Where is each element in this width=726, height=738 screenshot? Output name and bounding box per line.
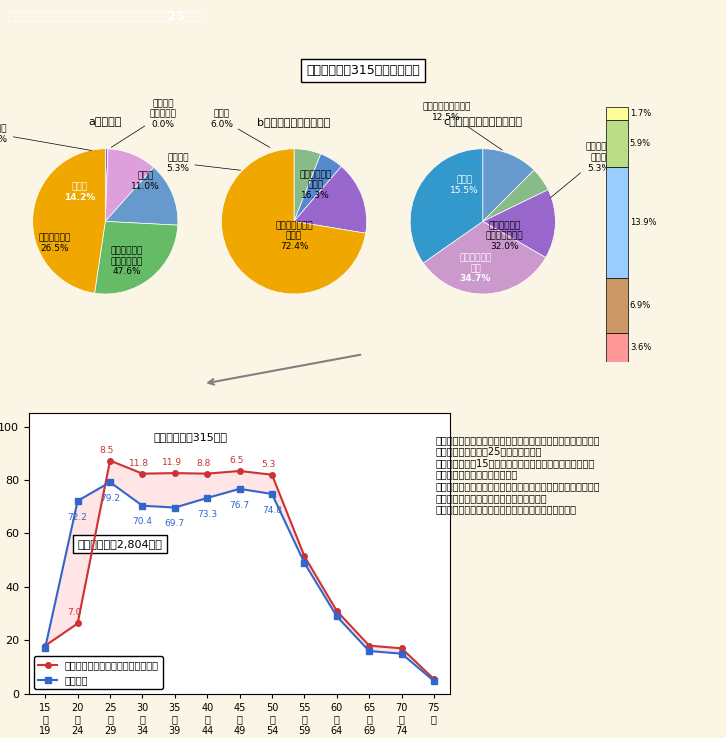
Wedge shape: [33, 149, 105, 293]
Text: 大学卒
14.2%: 大学卒 14.2%: [64, 183, 96, 202]
Text: 13.9%: 13.9%: [630, 218, 656, 227]
Text: 79.2: 79.2: [100, 494, 120, 503]
Text: 自営業主
5.3%: 自営業主 5.3%: [166, 154, 240, 173]
Bar: [606, 333, 628, 362]
Text: 6.9%: 6.9%: [630, 301, 651, 310]
Text: 労働力人口：2,804万人: 労働力人口：2,804万人: [78, 539, 163, 549]
Text: 11.9: 11.9: [161, 458, 182, 467]
Text: （備考）　１．総務省「労働力調査（基本集計，詳細集計）」
　　　　　　（平成25年）より作成。
　　　　　２．15歳以上人口に占める就業希望者の割合。
　　　　: （備考） １．総務省「労働力調査（基本集計，詳細集計）」 （平成25年）より作成…: [436, 435, 600, 514]
Text: 非正規の職員・
従業員
72.4%: 非正規の職員・ 従業員 72.4%: [275, 221, 313, 251]
Text: 74.8: 74.8: [262, 506, 282, 514]
Bar: [606, 120, 628, 168]
Wedge shape: [294, 166, 367, 233]
Wedge shape: [483, 190, 555, 258]
Text: 就業希望者：315万人: 就業希望者：315万人: [154, 432, 228, 442]
Wedge shape: [94, 221, 178, 294]
Text: 在学した
ことがない
0.0%: 在学した ことがない 0.0%: [111, 99, 177, 148]
Text: 11.8: 11.8: [129, 458, 150, 468]
Text: 76.7: 76.7: [229, 500, 250, 509]
Wedge shape: [410, 149, 483, 263]
Bar: [606, 107, 628, 120]
Text: 3.6%: 3.6%: [630, 342, 651, 352]
Wedge shape: [105, 149, 154, 221]
Title: a．教育別: a．教育別: [89, 117, 122, 127]
Wedge shape: [483, 170, 548, 221]
Text: 1.7%: 1.7%: [630, 109, 651, 118]
Text: 70.4: 70.4: [132, 517, 152, 526]
Text: 72.2: 72.2: [68, 513, 88, 522]
Wedge shape: [105, 168, 178, 225]
Text: 出産・育児の
ため
34.7%: 出産・育児の ため 34.7%: [460, 254, 492, 283]
Text: 健康上の理由のため
12.5%: 健康上の理由のため 12.5%: [423, 103, 502, 150]
Text: 8.5: 8.5: [99, 446, 114, 455]
Text: 大学院卒
0.6%: 大学院卒 0.6%: [0, 124, 91, 151]
Title: c．求職していない理由別: c．求職していない理由別: [444, 117, 522, 127]
Wedge shape: [294, 149, 321, 221]
Wedge shape: [105, 149, 108, 221]
Wedge shape: [294, 154, 341, 221]
Title: b．希望する就業形態別: b．希望する就業形態別: [258, 117, 330, 127]
Text: 小学・中学・
高校・旧中卒
47.6%: 小学・中学・ 高校・旧中卒 47.6%: [111, 246, 143, 276]
Wedge shape: [221, 149, 366, 294]
Text: 5.3: 5.3: [261, 460, 276, 469]
Text: 正規の職員・
従業員
16.3%: 正規の職員・ 従業員 16.3%: [300, 170, 332, 200]
Bar: [606, 278, 628, 333]
Text: 短大・高専卒
26.5%: 短大・高専卒 26.5%: [38, 233, 70, 253]
Wedge shape: [423, 221, 546, 294]
Text: １－２－７図　女性就業希望者の内訳（平成25年）: １－２－７図 女性就業希望者の内訳（平成25年）: [7, 10, 202, 23]
Bar: [606, 168, 628, 278]
Wedge shape: [105, 149, 108, 221]
Text: 介護・看護
のため
5.3%: 介護・看護 のため 5.3%: [550, 142, 613, 198]
Text: その他
6.0%: その他 6.0%: [210, 110, 270, 148]
Text: 適当な仕事が
ありそうにない
32.0%: 適当な仕事が ありそうにない 32.0%: [486, 221, 523, 251]
Text: 73.3: 73.3: [197, 510, 217, 519]
Text: 就業希望者（315万人）の内訳: 就業希望者（315万人）の内訳: [306, 63, 420, 77]
Text: 69.7: 69.7: [165, 520, 185, 528]
Text: その他
15.5%: その他 15.5%: [450, 176, 479, 195]
Text: 6.5: 6.5: [229, 456, 243, 465]
Text: 7.0: 7.0: [68, 608, 81, 618]
Legend: 就業希望者の対人口割合＋労働力率, 労働力率: 就業希望者の対人口割合＋労働力率, 労働力率: [34, 656, 163, 689]
Text: 8.8: 8.8: [197, 458, 211, 468]
Text: 在学中
11.0%: 在学中 11.0%: [131, 172, 160, 191]
Wedge shape: [483, 149, 534, 221]
Text: 5.9%: 5.9%: [630, 139, 651, 148]
